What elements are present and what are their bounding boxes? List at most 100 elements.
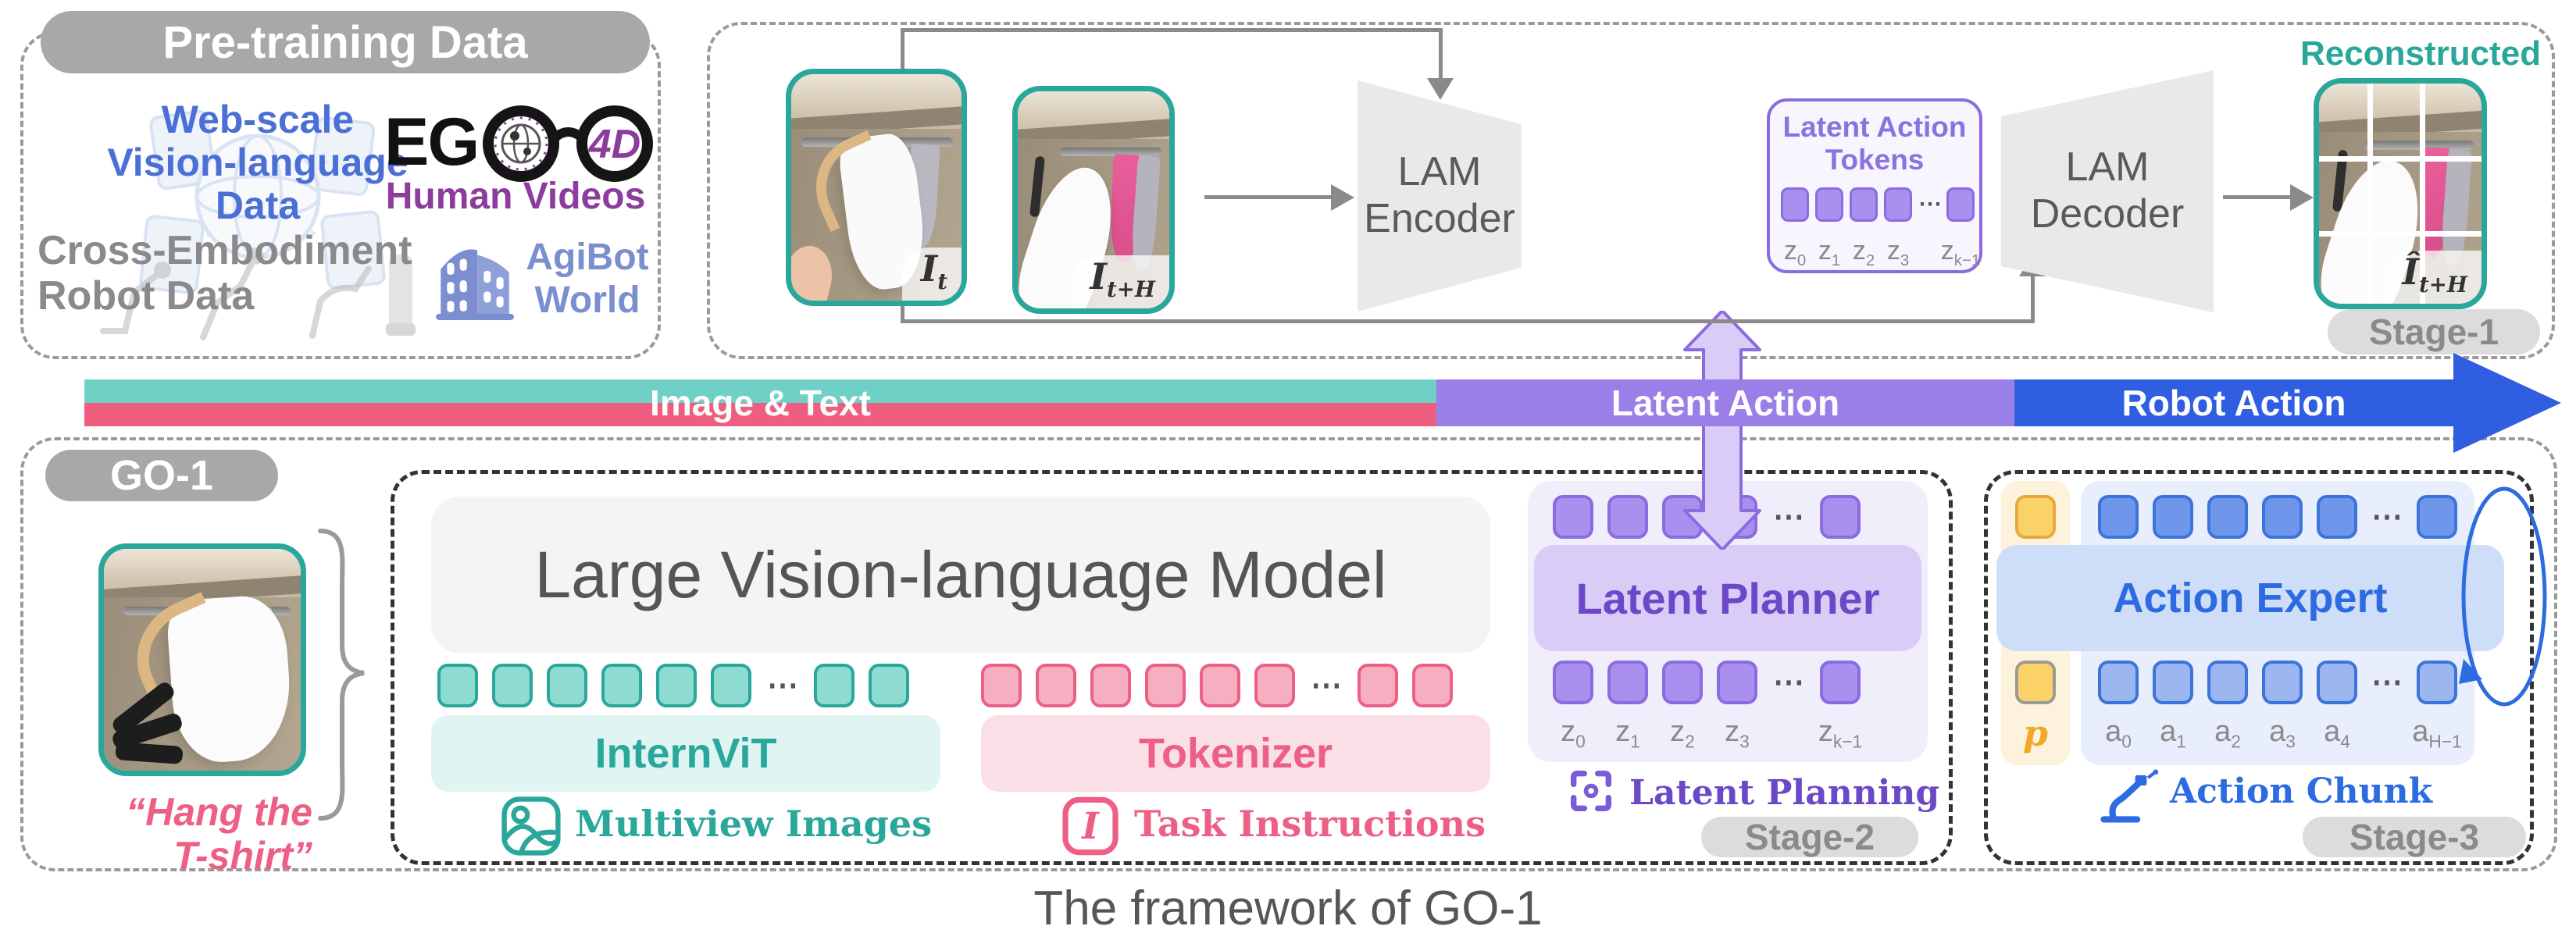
action-token (2098, 661, 2139, 704)
token-label: z0 (1783, 236, 1807, 269)
connector-line (2031, 275, 2035, 322)
ego4d-logo-text: EG (384, 104, 480, 180)
timeline-robot-action-segment: Robot Action (2014, 379, 2453, 426)
proprio-token-output (2015, 661, 2056, 704)
stage1-tag: Stage-1 (2328, 309, 2540, 354)
connector-line (1439, 28, 1443, 80)
ego4d-logo: EG 4D (384, 98, 672, 186)
latent-token (1607, 661, 1648, 704)
latent-token (1946, 187, 1975, 222)
stage1-box (707, 22, 2555, 359)
latent-token (1884, 187, 1912, 222)
frame-current-photo: It (786, 69, 967, 306)
latent-action-double-arrow-icon (1683, 311, 1761, 550)
image-token (814, 664, 855, 707)
latent-action-tokens-title: Latent Action Tokens (1782, 111, 1967, 176)
latent-action-tokens-box: Latent Action Tokens ⋯ z0 z1 z2 z3 zk−1 (1767, 98, 1982, 273)
latent-token (1662, 661, 1703, 704)
ellipsis: ⋯ (1773, 500, 1804, 534)
action-token (2153, 495, 2193, 539)
ellipsis: ⋯ (1918, 191, 1942, 217)
latent-planning-label: Latent Planning (1629, 773, 1940, 813)
latent-token (1850, 187, 1878, 222)
figure-caption: The framework of GO-1 (1033, 882, 1543, 935)
planner-output-token-row: ⋯ (1553, 661, 1861, 704)
token-label: z0 (1561, 715, 1586, 752)
latent-token (1815, 187, 1843, 222)
brace-icon (318, 529, 365, 821)
connector-line (901, 28, 904, 72)
text-token (981, 664, 1022, 707)
latent-token (1662, 495, 1703, 539)
latent-token (1607, 495, 1648, 539)
timeline-image-text-segment: Image & Text (84, 379, 1436, 426)
frame-current-label: It (901, 247, 962, 301)
text-token (1412, 664, 1453, 707)
timeline-image-text-label: Image & Text (650, 383, 871, 423)
latent-token (1820, 661, 1861, 704)
connector-line (2223, 195, 2292, 199)
latent-token-labels: z0 z1 z2 z3 zk−1 (1781, 236, 1981, 270)
action-input-token-row: ⋯ (2098, 495, 2457, 539)
text-token (1358, 664, 1398, 707)
stage2-tag: Stage-2 (1701, 817, 1918, 857)
lam-decoder: LAM Decoder (2001, 70, 2214, 312)
stage3-tag: Stage-3 (2303, 817, 2526, 857)
image-token (711, 664, 751, 707)
latent-token (1820, 495, 1861, 539)
token-label: z1 (1615, 715, 1640, 752)
action-token (2262, 661, 2303, 704)
ego4d-4d-text: 4D (588, 122, 640, 167)
action-token (2153, 661, 2193, 704)
token-label: z1 (1818, 236, 1841, 269)
arrowhead-icon (2290, 184, 2314, 211)
internvit-box: InternViT (431, 715, 940, 792)
cross-embodiment-label: Cross-Embodiment Robot Data (37, 228, 412, 319)
frame-future-label: It+H (1071, 255, 1169, 308)
grid-line (2367, 84, 2374, 304)
action-token (2317, 495, 2357, 539)
image-token-row: ⋯ (437, 664, 909, 707)
token-label: zk−1 (1940, 236, 1981, 269)
latent-token (1781, 187, 1809, 222)
action-expert-outer-box (1984, 470, 2534, 865)
timeline-arrowhead-icon (2453, 353, 2561, 453)
latent-planning-icon (1570, 770, 1612, 812)
latent-token (1553, 661, 1593, 704)
reconstructed-title: Reconstructed (2300, 34, 2542, 73)
token-label: aH−1 (2412, 715, 2462, 752)
pretraining-data-title: Pre-training Data (41, 11, 650, 73)
reconstructed-label: Ît+H (2383, 250, 2481, 304)
tokenizer-box: Tokenizer (981, 715, 1490, 792)
token-label: a0 (2105, 715, 2132, 752)
proprio-label: p (2022, 712, 2049, 754)
token-label: a4 (2324, 715, 2350, 752)
latent-token (1717, 661, 1757, 704)
latent-token (1553, 495, 1593, 539)
ellipsis: ⋯ (1773, 665, 1804, 700)
token-label: a1 (2160, 715, 2186, 752)
connector-line (901, 319, 2035, 323)
token-label: z3 (1725, 715, 1750, 752)
token-label: z3 (1886, 236, 1910, 269)
action-output-token-row: ⋯ (2098, 661, 2457, 704)
input-observation-photo (98, 543, 306, 776)
token-label: a3 (2269, 715, 2296, 752)
loop-arrow-icon (2459, 486, 2547, 707)
colosseum-icon (436, 249, 514, 320)
token-label: z2 (1670, 715, 1695, 752)
web-scale-data-label: Web-scale Vision-language Data (107, 98, 409, 227)
image-token (547, 664, 587, 707)
timeline-latent-action-segment: Latent Action (1436, 379, 2014, 426)
pretraining-data-box (20, 31, 661, 359)
vlm-title-box: Large Vision-language Model (431, 497, 1490, 653)
robot-arms-icon (100, 248, 416, 340)
task-icon-glyph: I (1080, 804, 1100, 847)
latent-planner-box: Latent Planner (1534, 545, 1921, 651)
action-token (2207, 495, 2248, 539)
action-token (2417, 661, 2457, 704)
grid-line (2319, 230, 2481, 237)
task-instructions-label: Task Instructions (1134, 803, 1486, 845)
image-token (656, 664, 697, 707)
